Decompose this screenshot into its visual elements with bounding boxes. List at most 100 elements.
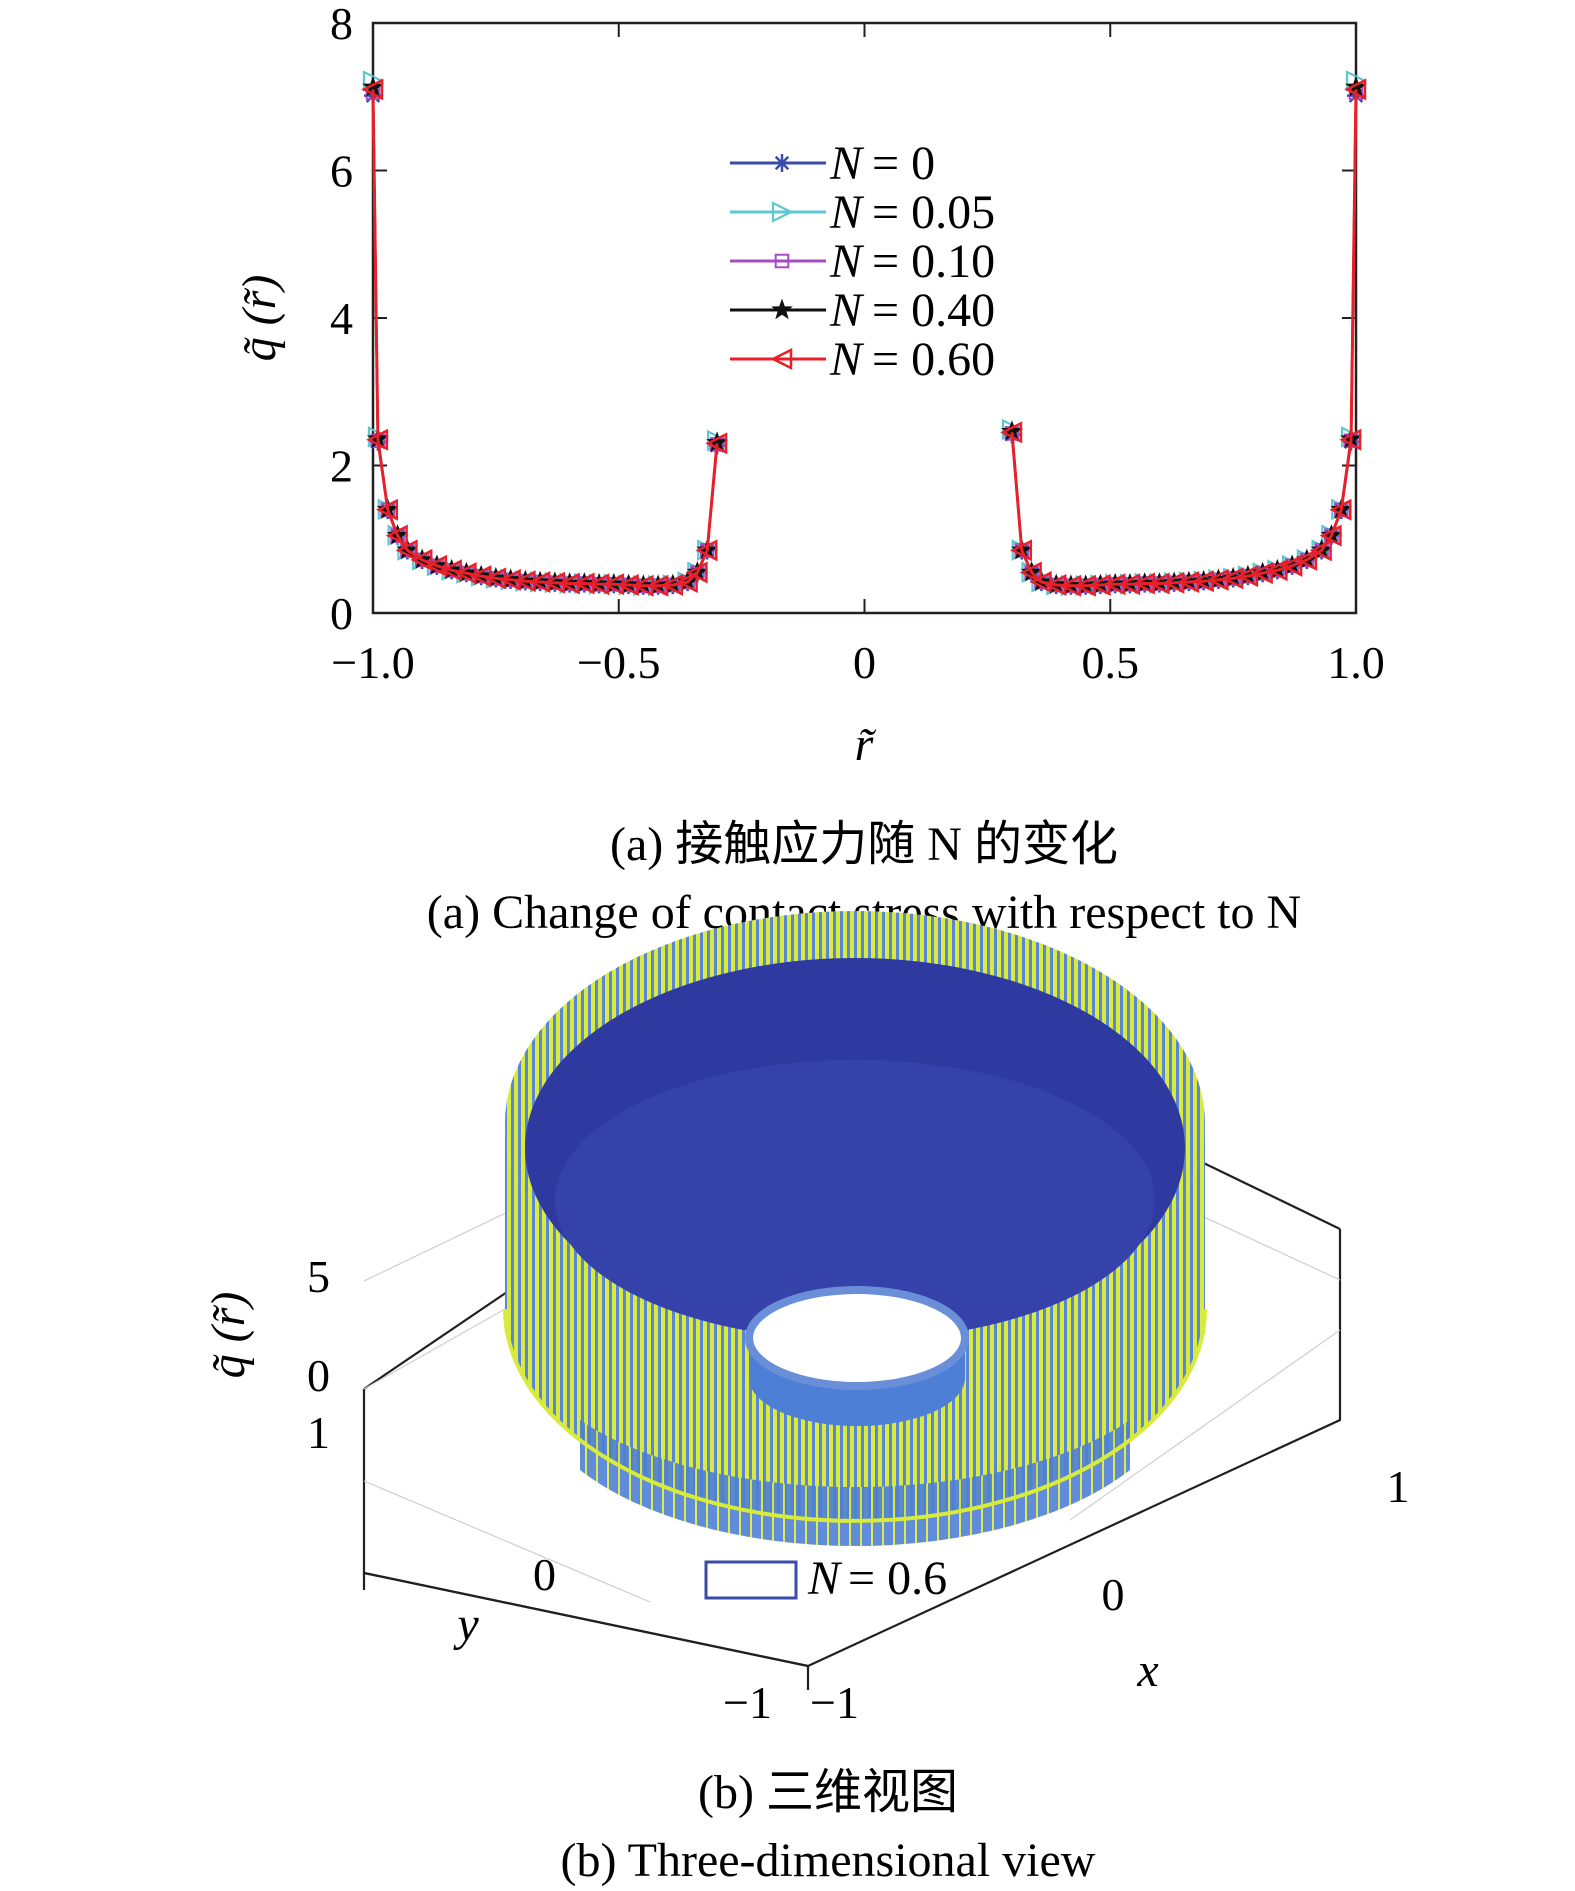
x-axis-label-3d: x — [1136, 1644, 1158, 1697]
x-tick-1: 1 — [1387, 1461, 1410, 1512]
legend-var-3d: N — [807, 1552, 843, 1605]
series-group — [361, 70, 1368, 597]
series-marker — [557, 572, 580, 595]
plot-a-frame — [371, 21, 1358, 615]
y-tick-neg1: −1 — [723, 1677, 772, 1728]
legend-value: = 0 — [872, 137, 935, 190]
series-marker — [1319, 524, 1342, 547]
y-tick-1: 1 — [307, 1407, 330, 1458]
y-tick-0: 0 — [533, 1549, 556, 1600]
legend-var: N — [829, 235, 865, 288]
series-marker — [675, 571, 698, 594]
caption-b-en: (b) Three-dimensional view — [561, 1834, 1096, 1887]
y-tick-label: 6 — [330, 146, 353, 197]
legend-value-3d: = 0.6 — [848, 1552, 947, 1605]
series-marker — [1000, 421, 1023, 444]
legend-label: N = 0.60 — [829, 333, 995, 386]
series-marker — [410, 548, 433, 571]
series-marker — [1265, 559, 1288, 582]
z-axis-label: q̃ (r̃) — [202, 1292, 255, 1379]
caption-a-cn: (a) 接触应力随 N 的变化 — [610, 818, 1118, 871]
series-line — [371, 95, 719, 587]
series-line — [371, 80, 719, 587]
x-axis-ticks: −1.0 −0.5 0 0.5 1.0 — [331, 23, 1385, 688]
y-tick-label: 2 — [330, 441, 353, 492]
series-marker — [425, 554, 448, 577]
series-line — [371, 87, 719, 587]
z-tick-0: 0 — [307, 1350, 330, 1401]
caption-b-cn: (b) 三维视图 — [698, 1766, 958, 1819]
x-tick-label: 0 — [853, 637, 876, 688]
series-N0-10 — [365, 85, 1364, 594]
legend-var: N — [829, 186, 865, 239]
legend-var: N — [829, 333, 865, 386]
y-axis-label-text: q̃ (r̃) — [233, 275, 286, 362]
legend-marker — [771, 298, 793, 320]
legend-label-3d: N = 0.6 — [807, 1552, 947, 1605]
series-line — [371, 89, 719, 588]
legend-var: N — [829, 284, 865, 337]
z-axis-label-text: q̃ (r̃) — [202, 1292, 255, 1379]
legend-label: N = 0 — [829, 137, 935, 190]
series-marker — [1009, 539, 1033, 562]
series-marker — [587, 573, 610, 596]
ring-floor-light — [555, 1060, 1155, 1340]
legend-value: = 0.60 — [872, 333, 995, 386]
x-tick-0: 0 — [1102, 1569, 1125, 1620]
legend-value: = 0.05 — [872, 186, 995, 239]
series-marker — [1344, 78, 1367, 101]
z-tick-5: 5 — [307, 1251, 330, 1302]
series-marker — [631, 574, 654, 597]
legend: N = 0N = 0.05N = 0.10N = 0.40N = 0.60 — [730, 137, 995, 386]
legend-marker — [770, 347, 793, 371]
series-marker — [1132, 572, 1155, 595]
series-line — [1010, 80, 1358, 587]
series-marker — [1059, 574, 1082, 597]
series-marker — [1339, 428, 1362, 451]
series-marker — [1309, 539, 1332, 562]
y-tick-label: 4 — [330, 293, 353, 344]
series-marker — [395, 539, 418, 562]
legend-label: N = 0.40 — [829, 284, 995, 337]
series-line — [1010, 89, 1358, 588]
series-marker — [1103, 573, 1126, 596]
x-tick-label: −1.0 — [331, 637, 414, 688]
x-tick-label: −0.5 — [577, 637, 660, 688]
surface-ring — [503, 911, 1207, 1547]
series-marker — [385, 524, 408, 547]
legend-marker — [771, 201, 794, 223]
series-marker — [366, 428, 389, 451]
y-tick-label: 0 — [330, 588, 353, 639]
legend-marker — [774, 155, 790, 171]
series-marker — [1295, 548, 1318, 571]
series-line — [1010, 92, 1358, 587]
inner-hole — [745, 1286, 969, 1390]
series-marker — [685, 561, 708, 584]
series-marker — [361, 78, 384, 101]
y-tick-label: 8 — [330, 0, 353, 49]
series-line — [371, 92, 719, 587]
front-rim-edge — [503, 1308, 1207, 1523]
series-marker — [1329, 498, 1352, 521]
x-axis-label: r̃ — [855, 718, 877, 771]
legend-marker — [774, 253, 790, 269]
panel-b: 5 0 q̃ (r̃) 1 0 −1 y −1 0 1 x N = 0.6 (b)… — [202, 911, 1410, 1887]
x-tick-label: 0.5 — [1082, 637, 1140, 688]
series-marker — [1019, 561, 1042, 584]
series-N0 — [364, 86, 1365, 595]
series-line — [1010, 87, 1358, 587]
series-marker — [375, 498, 398, 521]
series-N0-40 — [362, 75, 1367, 595]
legend-value: = 0.40 — [872, 284, 995, 337]
y-axis-ticks: 0 2 4 6 8 — [330, 0, 1356, 639]
series-marker — [705, 432, 728, 455]
series-marker — [695, 539, 718, 562]
legend-label: N = 0.10 — [829, 235, 995, 288]
legend-label: N = 0.05 — [829, 186, 995, 239]
legend-var: N — [829, 137, 865, 190]
x-tick-neg1: −1 — [810, 1677, 859, 1728]
outer-wall — [505, 1123, 1205, 1521]
series-N0-05 — [362, 70, 1368, 597]
